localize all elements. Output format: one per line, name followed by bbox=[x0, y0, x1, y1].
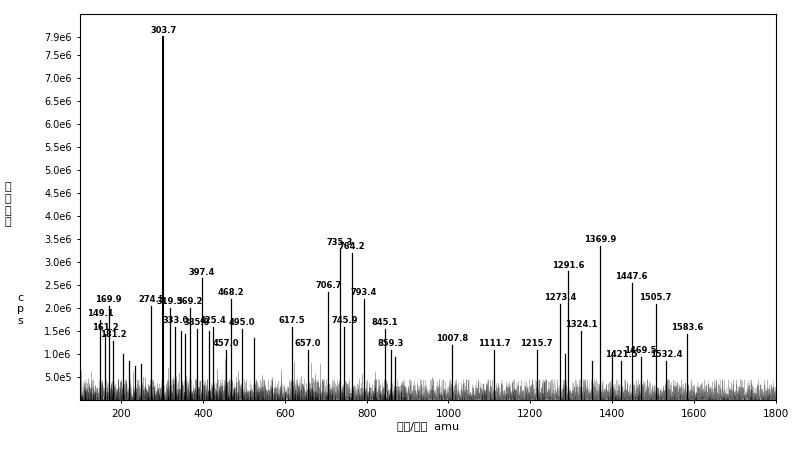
Text: 425.4: 425.4 bbox=[200, 316, 226, 325]
Text: 617.5: 617.5 bbox=[278, 316, 305, 325]
Text: 303.7: 303.7 bbox=[150, 26, 177, 35]
Text: 响
应
强
度: 响 应 强 度 bbox=[5, 182, 11, 227]
Text: 845.1: 845.1 bbox=[372, 318, 398, 327]
Text: 1291.6: 1291.6 bbox=[552, 261, 584, 270]
Text: 1111.7: 1111.7 bbox=[478, 339, 510, 348]
Text: 333.0: 333.0 bbox=[162, 316, 189, 325]
Text: 1447.6: 1447.6 bbox=[615, 272, 648, 281]
Text: 495.0: 495.0 bbox=[229, 318, 255, 327]
Text: 1273.4: 1273.4 bbox=[544, 293, 577, 302]
Text: 859.3: 859.3 bbox=[378, 339, 404, 348]
Text: 181.2: 181.2 bbox=[100, 330, 126, 339]
Text: 1324.1: 1324.1 bbox=[565, 320, 598, 329]
Text: 793.4: 793.4 bbox=[350, 288, 377, 297]
Text: 457.0: 457.0 bbox=[213, 339, 239, 348]
Text: 1215.7: 1215.7 bbox=[521, 339, 553, 348]
Text: 1421.5: 1421.5 bbox=[605, 350, 638, 359]
Text: 468.2: 468.2 bbox=[218, 288, 244, 297]
Text: 657.0: 657.0 bbox=[294, 339, 322, 348]
Text: 1369.9: 1369.9 bbox=[584, 235, 616, 244]
Text: 1007.8: 1007.8 bbox=[436, 334, 468, 344]
Text: 1469.5: 1469.5 bbox=[625, 346, 657, 355]
Text: 1505.7: 1505.7 bbox=[639, 293, 672, 302]
Text: 169.9: 169.9 bbox=[95, 295, 122, 304]
Text: 735.3: 735.3 bbox=[327, 238, 354, 247]
Text: 369.2: 369.2 bbox=[177, 298, 203, 307]
Text: 397.4: 397.4 bbox=[189, 268, 215, 277]
Text: 274.5: 274.5 bbox=[138, 295, 165, 304]
Text: 385.0: 385.0 bbox=[183, 318, 210, 327]
Text: 149.1: 149.1 bbox=[86, 309, 114, 318]
Text: 706.7: 706.7 bbox=[315, 281, 342, 290]
Text: 1532.4: 1532.4 bbox=[650, 350, 682, 359]
Text: 745.9: 745.9 bbox=[331, 316, 358, 325]
Text: 161.2: 161.2 bbox=[92, 323, 118, 332]
Text: c
p
s: c p s bbox=[17, 293, 23, 326]
Text: 764.2: 764.2 bbox=[338, 242, 366, 251]
X-axis label: 质量/电荷  amu: 质量/电荷 amu bbox=[397, 421, 459, 431]
Text: 319.5: 319.5 bbox=[157, 298, 183, 307]
Text: 1583.6: 1583.6 bbox=[671, 323, 703, 332]
